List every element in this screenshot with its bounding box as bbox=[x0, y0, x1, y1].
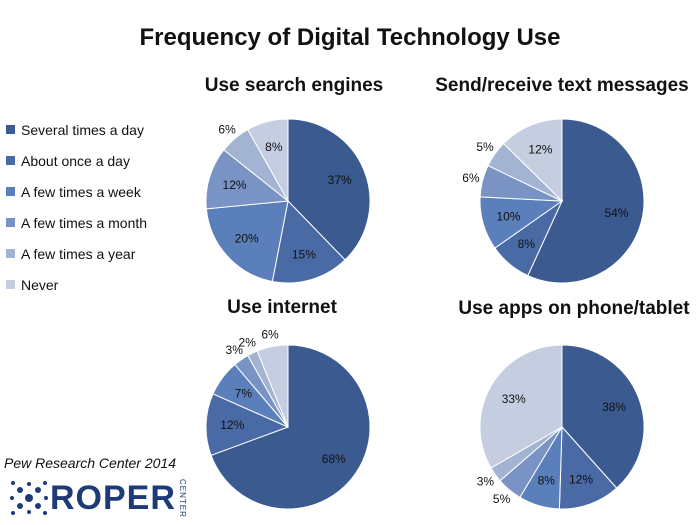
slice-label: 8% bbox=[265, 140, 283, 154]
pie-chart: Use search engines 37% 15% 20% 12% 6% 8% bbox=[205, 75, 383, 284]
legend-item: A few times a year bbox=[6, 238, 147, 269]
slice-label: 3% bbox=[226, 343, 244, 357]
slice-label: 6% bbox=[462, 171, 480, 185]
slice-label: 33% bbox=[502, 392, 526, 406]
chart-title: Use search engines bbox=[205, 75, 383, 96]
slice-label: 5% bbox=[493, 492, 511, 506]
pie-slice bbox=[247, 118, 289, 203]
pie-chart: Use internet 68% 12% 7% 3%2% 6% bbox=[205, 297, 371, 510]
legend-item: A few times a week bbox=[6, 176, 147, 207]
legend-swatch bbox=[6, 249, 15, 258]
legend-swatch bbox=[6, 280, 15, 289]
slice-label: 10% bbox=[496, 209, 520, 223]
legend-swatch bbox=[6, 156, 15, 165]
slice-label: 6% bbox=[261, 328, 279, 342]
pie-chart: Use apps on phone/tablet 38% 12% 8% 5% 3% 33% bbox=[458, 298, 690, 510]
logo-subtext: CENTER bbox=[177, 478, 187, 518]
page-title: Frequency of Digital Technology Use bbox=[139, 24, 561, 51]
legend-item: Several times a day bbox=[6, 114, 147, 145]
legend-label: Never bbox=[21, 276, 59, 293]
pie-slice bbox=[561, 344, 645, 489]
slice-label: 3% bbox=[477, 475, 495, 489]
chart-title: Send/receive text messages bbox=[435, 75, 689, 96]
legend-label: A few times a week bbox=[21, 183, 141, 200]
legend-item: About once a day bbox=[6, 145, 147, 176]
legend-label: About once a day bbox=[21, 152, 130, 169]
slice-label: 6% bbox=[218, 122, 236, 136]
slice-label: 54% bbox=[604, 206, 628, 220]
pie-slice bbox=[479, 344, 563, 469]
pie-slice bbox=[205, 393, 290, 456]
slice-label: 20% bbox=[235, 231, 259, 245]
legend-label: Several times a day bbox=[21, 121, 144, 138]
logo-text: ROPER bbox=[50, 478, 176, 517]
chart-title: Use internet bbox=[227, 297, 337, 318]
slice-label: 38% bbox=[602, 400, 626, 414]
roper-logo-icon bbox=[10, 481, 48, 515]
pie-chart: Send/receive text messages 54% 8% 10% 6% 5% 12… bbox=[435, 75, 689, 284]
slice-label: 2% bbox=[239, 335, 257, 349]
slice-label: 12% bbox=[223, 178, 247, 192]
legend-item: A few times a month bbox=[6, 207, 147, 238]
pie-slice bbox=[205, 200, 289, 283]
legend-label: A few times a year bbox=[21, 245, 136, 262]
source-note: Pew Research Center 2014 bbox=[4, 455, 176, 471]
chart-title: Use apps on phone/tablet bbox=[458, 298, 690, 319]
slice-label: 37% bbox=[328, 173, 352, 187]
slice-label: 7% bbox=[235, 387, 253, 401]
legend-swatch bbox=[6, 218, 15, 227]
slice-label: 5% bbox=[476, 140, 494, 154]
slice-label: 15% bbox=[292, 247, 316, 261]
pie-slice bbox=[558, 425, 618, 510]
pie-slice bbox=[256, 344, 289, 428]
slice-label: 12% bbox=[528, 143, 552, 157]
legend-item: Never bbox=[6, 269, 147, 300]
pie-slice bbox=[210, 344, 371, 510]
legend: Several times a day About once a day A f… bbox=[6, 114, 147, 300]
pie-slice bbox=[527, 118, 645, 284]
pie-slice bbox=[502, 118, 563, 203]
legend-swatch bbox=[6, 187, 15, 196]
roper-logo: ROPER CENTER bbox=[8, 478, 187, 518]
pie-slice bbox=[205, 149, 290, 210]
pie-slice bbox=[287, 118, 371, 261]
pie-slice bbox=[271, 199, 346, 284]
slice-label: 8% bbox=[538, 474, 556, 488]
legend-label: A few times a month bbox=[21, 214, 148, 231]
slice-label: 12% bbox=[569, 472, 593, 486]
legend-swatch bbox=[6, 125, 15, 134]
slice-label: 8% bbox=[518, 237, 536, 251]
slice-label: 12% bbox=[220, 418, 244, 432]
slice-label: 68% bbox=[322, 452, 346, 466]
